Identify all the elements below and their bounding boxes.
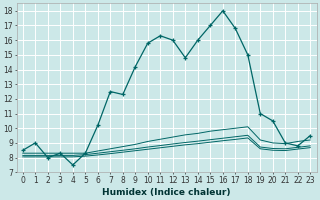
X-axis label: Humidex (Indice chaleur): Humidex (Indice chaleur): [102, 188, 231, 197]
